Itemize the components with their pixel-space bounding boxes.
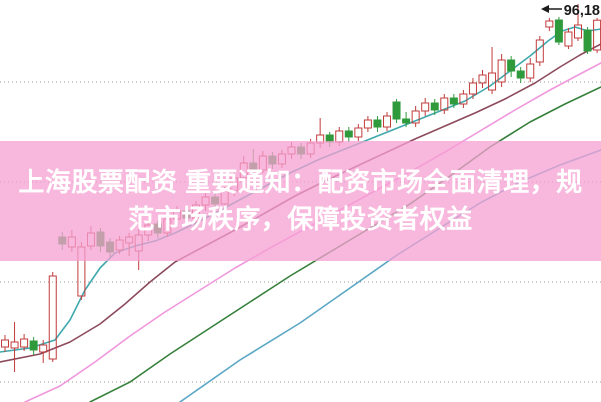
- candle-up: [86, 232, 95, 247]
- candle-up: [10, 341, 19, 349]
- candle-up: [564, 31, 573, 47]
- price-annotation-arrowhead: [541, 5, 549, 13]
- candle-up: [354, 127, 363, 138]
- candle-up: [488, 72, 497, 91]
- candle-down: [430, 102, 439, 111]
- candle-down: [402, 118, 411, 124]
- candle-up: [411, 110, 420, 124]
- ma-mid-maroon: [0, 43, 601, 363]
- candle-down: [249, 162, 258, 171]
- candle-down: [373, 119, 382, 128]
- candle-down: [211, 196, 220, 205]
- candle-up: [134, 234, 143, 252]
- candle-down: [96, 231, 105, 247]
- candle-up: [125, 236, 134, 244]
- candle-up: [459, 93, 468, 105]
- candle-up: [335, 130, 344, 143]
- candle-up: [163, 218, 172, 234]
- candle-down: [153, 223, 162, 234]
- candle-up: [20, 338, 29, 348]
- candle-up: [258, 155, 267, 171]
- candle-down: [297, 146, 306, 155]
- candle-down: [325, 134, 334, 143]
- candle-down: [449, 97, 458, 105]
- candle-up: [277, 153, 286, 165]
- candle-up: [421, 102, 430, 112]
- candle-down: [392, 101, 401, 120]
- candle-up: [192, 204, 200, 219]
- candle-up: [468, 82, 477, 95]
- candle-up: [383, 115, 391, 128]
- candle-up: [48, 275, 57, 360]
- candle-up: [316, 134, 325, 144]
- candle-up: [306, 142, 315, 155]
- candle-up: [39, 344, 48, 353]
- candle-up: [77, 246, 86, 297]
- candle-up: [67, 236, 76, 248]
- candle-up: [1, 339, 9, 348]
- candle-up: [363, 119, 372, 129]
- candle-up: [230, 177, 239, 192]
- ma-slow-pink: [24, 62, 601, 402]
- candle-up: [574, 24, 582, 39]
- candle-down: [58, 236, 67, 245]
- candle-down: [554, 19, 563, 43]
- candle-up: [545, 20, 554, 28]
- candle-up: [287, 146, 296, 155]
- candle-down: [344, 130, 353, 138]
- candle-down: [516, 70, 525, 79]
- candle-down: [268, 155, 277, 165]
- ma-slowest-blue: [179, 149, 601, 402]
- candle-up: [115, 239, 124, 251]
- candle-down: [583, 29, 592, 52]
- candle-up: [239, 162, 248, 179]
- candle-down: [507, 59, 516, 72]
- candle-down: [106, 241, 115, 253]
- candle-up: [526, 63, 535, 79]
- candle-up: [535, 39, 544, 63]
- candle-up: [497, 59, 506, 83]
- candle-up: [440, 97, 449, 111]
- price-annotation-label: 96,18: [564, 3, 600, 19]
- candle-up: [220, 190, 229, 205]
- candle-up: [172, 210, 181, 220]
- candle-up: [478, 74, 487, 84]
- candle-down: [182, 210, 191, 219]
- candle-up: [144, 224, 153, 236]
- candle-down: [29, 340, 38, 351]
- candle-up: [201, 196, 210, 206]
